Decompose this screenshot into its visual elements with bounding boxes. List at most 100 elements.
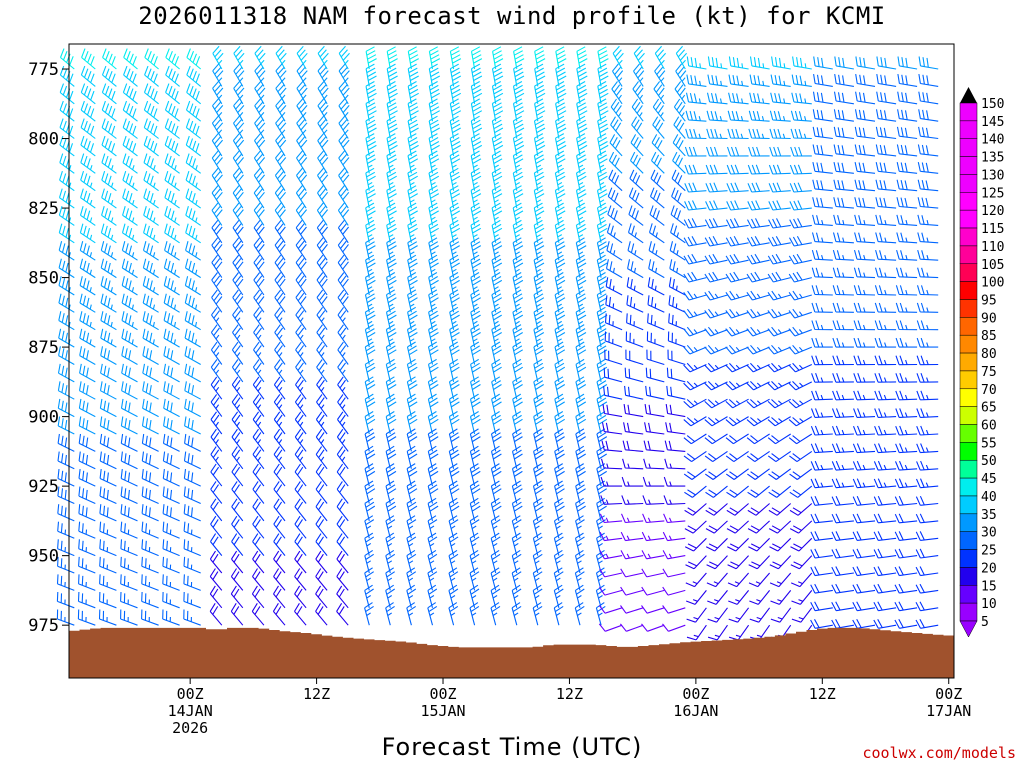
wind-barb: [143, 223, 159, 244]
wind-barb: [56, 591, 75, 609]
wind-barb: [57, 504, 75, 522]
colorbar-label: 70: [981, 383, 997, 398]
wind-barb: [121, 223, 138, 244]
wind-barb: [896, 144, 918, 157]
wind-barb: [621, 495, 644, 505]
wind-barb: [873, 478, 897, 489]
wind-barb: [576, 46, 588, 70]
wind-barb: [427, 463, 439, 487]
wind-barb: [853, 285, 876, 296]
wind-barb: [704, 344, 728, 355]
wind-barb: [512, 324, 523, 348]
wind-barb: [918, 91, 939, 105]
colorbar-segment: [959, 281, 978, 300]
wind-barb: [211, 237, 223, 261]
colorbar-segment: [959, 531, 978, 550]
wind-barb: [749, 56, 770, 70]
wind-barb: [337, 341, 349, 365]
wind-barb: [554, 133, 567, 157]
wind-barb: [649, 205, 665, 226]
wind-barb: [184, 293, 201, 313]
wind-barb: [512, 289, 524, 313]
wind-barb: [873, 460, 897, 471]
wind-barb: [428, 63, 441, 87]
wind-barb: [788, 253, 812, 265]
wind-barb: [746, 236, 770, 247]
wind-barb: [811, 285, 833, 296]
wind-barb: [98, 609, 117, 626]
wind-barb: [316, 272, 328, 296]
wind-barb: [554, 341, 566, 365]
wind-barb: [231, 359, 244, 383]
wind-barb: [631, 98, 644, 122]
wind-barb: [706, 128, 728, 140]
chart-title: 2026011318 NAM forecast wind profile (kt…: [138, 2, 886, 30]
wind-barb: [184, 328, 201, 348]
wind-barb: [852, 566, 876, 577]
credit-link[interactable]: coolwx.com/models: [862, 744, 1016, 762]
wind-barb: [608, 151, 623, 174]
wind-barb: [532, 584, 543, 608]
wind-barb: [705, 200, 728, 211]
wind-barb: [99, 381, 117, 400]
colorbar-segment: [959, 263, 978, 282]
wind-barb: [728, 56, 749, 70]
wind-barb: [605, 295, 623, 313]
wind-barbs: [56, 45, 939, 641]
wind-barb: [596, 289, 608, 313]
wind-barb: [294, 533, 307, 556]
wind-barb: [533, 254, 545, 278]
wind-barb: [633, 45, 645, 70]
wind-barb: [79, 328, 96, 348]
wind-barb: [512, 428, 523, 452]
wind-barb: [874, 408, 897, 418]
wind-barb: [767, 450, 792, 463]
y-tick-label: 950: [28, 547, 59, 567]
wind-barb: [789, 164, 812, 175]
wind-barb: [684, 182, 707, 193]
wind-barb: [470, 63, 483, 87]
wind-barb: [364, 411, 376, 435]
wind-barb: [916, 443, 939, 454]
wind-barb: [57, 363, 75, 383]
wind-barb: [407, 167, 418, 191]
wind-barb: [336, 585, 349, 609]
colorbar-label: 30: [981, 526, 997, 541]
wind-barb: [768, 485, 792, 498]
wind-barb: [894, 583, 918, 594]
wind-barb: [675, 45, 688, 70]
wind-barb: [512, 254, 524, 278]
wind-barb: [406, 393, 418, 417]
wind-barb: [791, 92, 812, 105]
wind-barb: [364, 306, 376, 330]
wind-barb: [254, 132, 266, 157]
wind-barb: [746, 326, 770, 337]
wind-barb: [833, 214, 854, 226]
wind-barb: [231, 411, 244, 435]
wind-barb: [163, 311, 180, 331]
wind-barb: [209, 585, 223, 609]
wind-barb: [406, 341, 418, 365]
wind-barb: [811, 355, 833, 366]
x-tick-label: 00Z: [429, 685, 456, 703]
wind-barb: [211, 202, 223, 226]
wind-barb: [768, 520, 792, 534]
wind-barb: [232, 289, 244, 313]
wind-barb: [407, 272, 418, 296]
y-axis: 775 800 825 850 875 900 925 950 975: [28, 60, 69, 636]
wind-barb: [210, 324, 223, 348]
wind-barb: [386, 202, 397, 226]
wind-barb: [895, 443, 918, 454]
wind-barb: [810, 408, 833, 418]
wind-barb: [788, 308, 812, 319]
wind-barb: [620, 605, 644, 614]
wind-barb: [662, 623, 686, 632]
wind-barb: [704, 468, 728, 480]
wind-barb: [606, 241, 623, 261]
x-tick-label: 16JAN: [673, 702, 718, 720]
x-tick-label: 00Z: [177, 685, 204, 703]
wind-barb: [607, 187, 623, 209]
wind-barb: [670, 205, 686, 226]
wind-barb: [533, 324, 545, 348]
wind-barb: [810, 513, 833, 524]
